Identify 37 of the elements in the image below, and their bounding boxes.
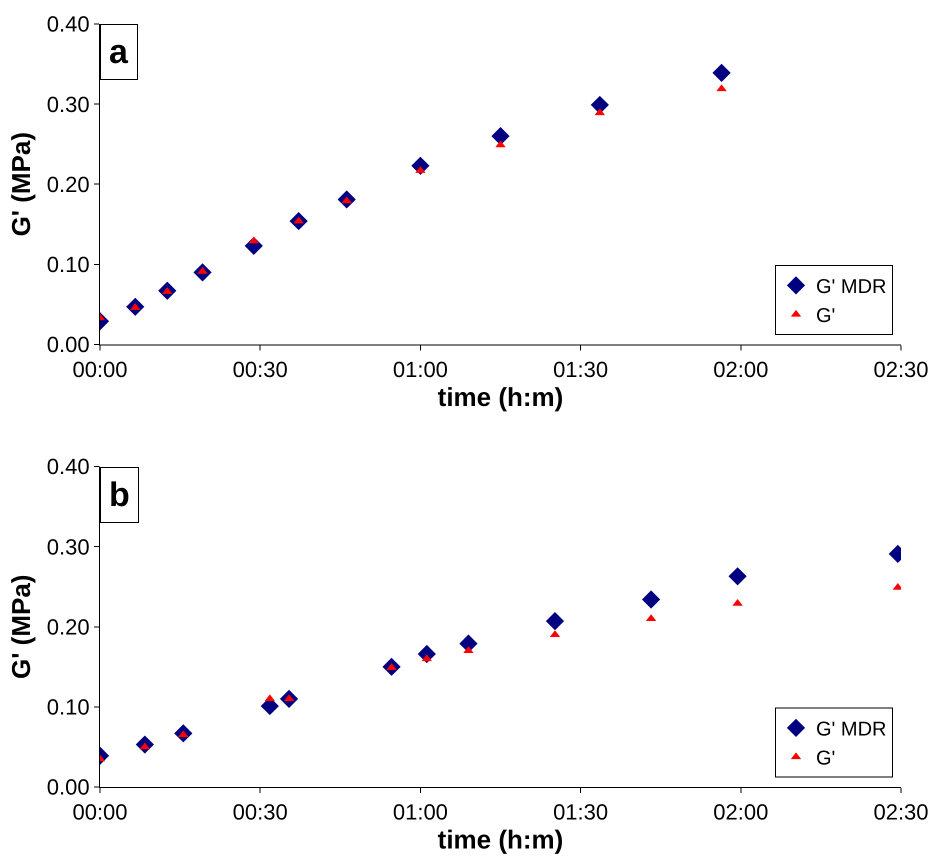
x-tick-label: 01:00	[392, 356, 448, 382]
point	[546, 612, 564, 630]
x-tick-label: 00:00	[72, 356, 128, 382]
x-tick-label: 00:30	[232, 356, 288, 382]
x-tick-label: 02:30	[873, 356, 929, 382]
y-tick-label: 0.10	[46, 252, 90, 278]
y-tick-label: 0.20	[46, 172, 90, 197]
y-tick-label: 0.10	[46, 694, 90, 720]
annotation: a	[109, 33, 129, 71]
y-tick-label: 0.40	[46, 454, 90, 480]
x-tick-label: 02:00	[713, 799, 768, 824]
point	[642, 590, 660, 609]
x-tick-label: 02:30	[873, 799, 929, 824]
y-axis-title: G' (MPa)	[6, 132, 36, 236]
x-tick-label: 00:00	[72, 799, 128, 824]
y-tick-label: 0.00	[46, 774, 90, 800]
y-tick-label: 0.00	[46, 332, 90, 358]
legend-label: G' MDR	[816, 276, 886, 298]
x-tick-label: 01:00	[392, 799, 448, 824]
x-axis-title: time (h:m)	[438, 382, 564, 412]
legend-label: G'	[816, 748, 836, 770]
y-tick-label: 0.30	[46, 92, 90, 117]
point	[491, 127, 510, 146]
legend-label: G'	[816, 305, 836, 328]
point	[728, 567, 747, 586]
annotation: b	[109, 476, 130, 514]
legend-label: G' MDR	[816, 718, 886, 741]
x-tick-label: 01:30	[553, 799, 608, 824]
x-axis-title: time (h:m)	[438, 824, 564, 854]
x-tick-label: 01:30	[553, 356, 608, 382]
point	[712, 64, 731, 82]
y-tick-label: 0.40	[46, 12, 90, 37]
y-axis-title: G' (MPa)	[6, 574, 36, 679]
x-tick-label: 00:30	[232, 799, 288, 824]
x-tick-label: 02:00	[713, 356, 768, 382]
y-tick-label: 0.30	[46, 534, 90, 560]
y-tick-label: 0.20	[46, 614, 90, 640]
